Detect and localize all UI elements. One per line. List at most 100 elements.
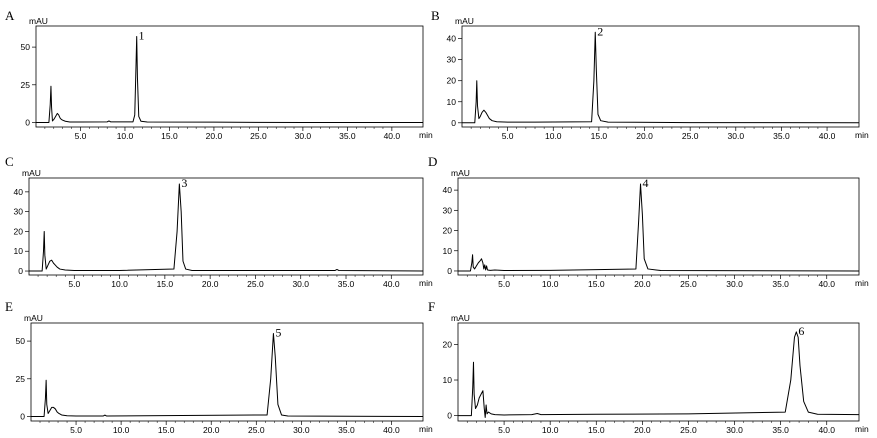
peak-label: 5: [275, 326, 281, 340]
x-tick-label: 20.0: [636, 131, 653, 141]
x-tick-label: 25.0: [247, 279, 264, 289]
x-tick-label: 35.0: [772, 279, 789, 289]
x-tick-label: 35.0: [772, 425, 789, 435]
y-tick-label: 30: [447, 55, 457, 65]
plot-frame: [457, 177, 860, 276]
x-tick-label: 5.0: [498, 279, 510, 289]
x-tick-label: 30.0: [292, 279, 309, 289]
y-tick-label: 25: [21, 80, 31, 90]
chromatogram-trace: [458, 183, 860, 272]
y-tick-label: 50: [21, 42, 31, 52]
x-tick-label: 20.0: [206, 131, 223, 141]
y-axis-unit: mAU: [451, 313, 470, 323]
y-tick-label: 20: [14, 226, 24, 236]
x-tick-label: 5.0: [498, 425, 510, 435]
x-tick-label: 40.0: [819, 131, 836, 141]
y-tick-label: 10: [14, 246, 24, 256]
x-tick-label: 25.0: [680, 425, 697, 435]
peak-label: 1: [139, 29, 145, 43]
x-tick-label: 20.0: [202, 279, 219, 289]
y-tick-label: 30: [443, 205, 453, 215]
x-tick-label: 25.0: [250, 131, 267, 141]
x-tick-label: 40.0: [383, 425, 400, 435]
chromatogram-trace: [458, 331, 860, 418]
peak-label: 2: [597, 24, 603, 38]
y-tick-label: 40: [443, 185, 453, 195]
y-tick-label: 0: [447, 411, 452, 421]
y-tick-label: 20: [443, 339, 453, 349]
panel-label: A: [5, 8, 15, 23]
x-tick-label: 20.0: [203, 425, 220, 435]
y-axis-unit: mAU: [22, 168, 41, 178]
y-axis-unit: mAU: [24, 313, 43, 323]
y-tick-label: 25: [16, 374, 26, 384]
x-tick-label: 40.0: [384, 131, 401, 141]
x-axis-unit: min: [419, 278, 433, 288]
x-tick-label: 20.0: [634, 279, 651, 289]
x-tick-label: 10.0: [117, 131, 134, 141]
x-tick-label: 35.0: [339, 131, 356, 141]
x-tick-label: 5.0: [75, 131, 87, 141]
x-tick-label: 15.0: [588, 425, 605, 435]
x-tick-label: 10.0: [542, 279, 559, 289]
x-tick-label: 20.0: [634, 425, 651, 435]
x-axis-unit: min: [419, 130, 433, 140]
x-tick-label: 30.0: [293, 425, 310, 435]
y-tick-label: 50: [16, 336, 26, 346]
y-tick-label: 40: [447, 34, 457, 44]
chromatogram-trace: [29, 183, 424, 272]
x-tick-label: 25.0: [680, 279, 697, 289]
plot-frame: [30, 322, 424, 422]
peak-label: 3: [181, 176, 187, 190]
x-tick-label: 15.0: [591, 131, 608, 141]
y-tick-label: 30: [14, 207, 24, 217]
x-axis-unit: min: [855, 130, 869, 140]
peak-label: 6: [798, 324, 804, 338]
chromatogram-trace: [36, 36, 423, 123]
x-tick-label: 35.0: [338, 425, 355, 435]
peak-label: 4: [643, 176, 649, 190]
x-tick-label: 25.0: [248, 425, 265, 435]
x-axis-unit: min: [855, 278, 869, 288]
y-axis-unit: mAU: [29, 16, 48, 26]
panel-label: D: [428, 154, 437, 169]
x-tick-label: 30.0: [728, 131, 745, 141]
x-axis-unit: min: [855, 424, 869, 434]
x-axis-unit: min: [419, 424, 433, 434]
x-tick-label: 40.0: [818, 279, 835, 289]
y-tick-label: 20: [443, 226, 453, 236]
y-tick-label: 0: [25, 117, 30, 127]
plot-frame: [457, 322, 860, 422]
chromatogram-trace: [31, 333, 424, 417]
y-tick-label: 40: [14, 187, 24, 197]
x-tick-label: 5.0: [68, 279, 80, 289]
y-tick-label: 10: [443, 375, 453, 385]
x-tick-label: 10.0: [542, 425, 559, 435]
y-tick-label: 10: [443, 246, 453, 256]
x-tick-label: 10.0: [111, 279, 128, 289]
x-tick-label: 30.0: [295, 131, 312, 141]
x-tick-label: 30.0: [726, 425, 743, 435]
x-tick-label: 30.0: [726, 279, 743, 289]
x-tick-label: 15.0: [588, 279, 605, 289]
x-tick-label: 25.0: [682, 131, 699, 141]
x-tick-label: 40.0: [818, 425, 835, 435]
y-tick-label: 0: [18, 266, 23, 276]
x-tick-label: 15.0: [158, 425, 175, 435]
panel-label: C: [5, 154, 14, 169]
x-tick-label: 15.0: [161, 131, 178, 141]
x-tick-label: 35.0: [338, 279, 355, 289]
y-tick-label: 0: [20, 411, 25, 421]
plot-frame: [461, 25, 860, 128]
y-tick-label: 20: [447, 76, 457, 86]
panel-label: E: [5, 299, 13, 314]
x-tick-label: 5.0: [502, 131, 514, 141]
y-tick-label: 0: [451, 118, 456, 128]
y-tick-label: 0: [447, 266, 452, 276]
